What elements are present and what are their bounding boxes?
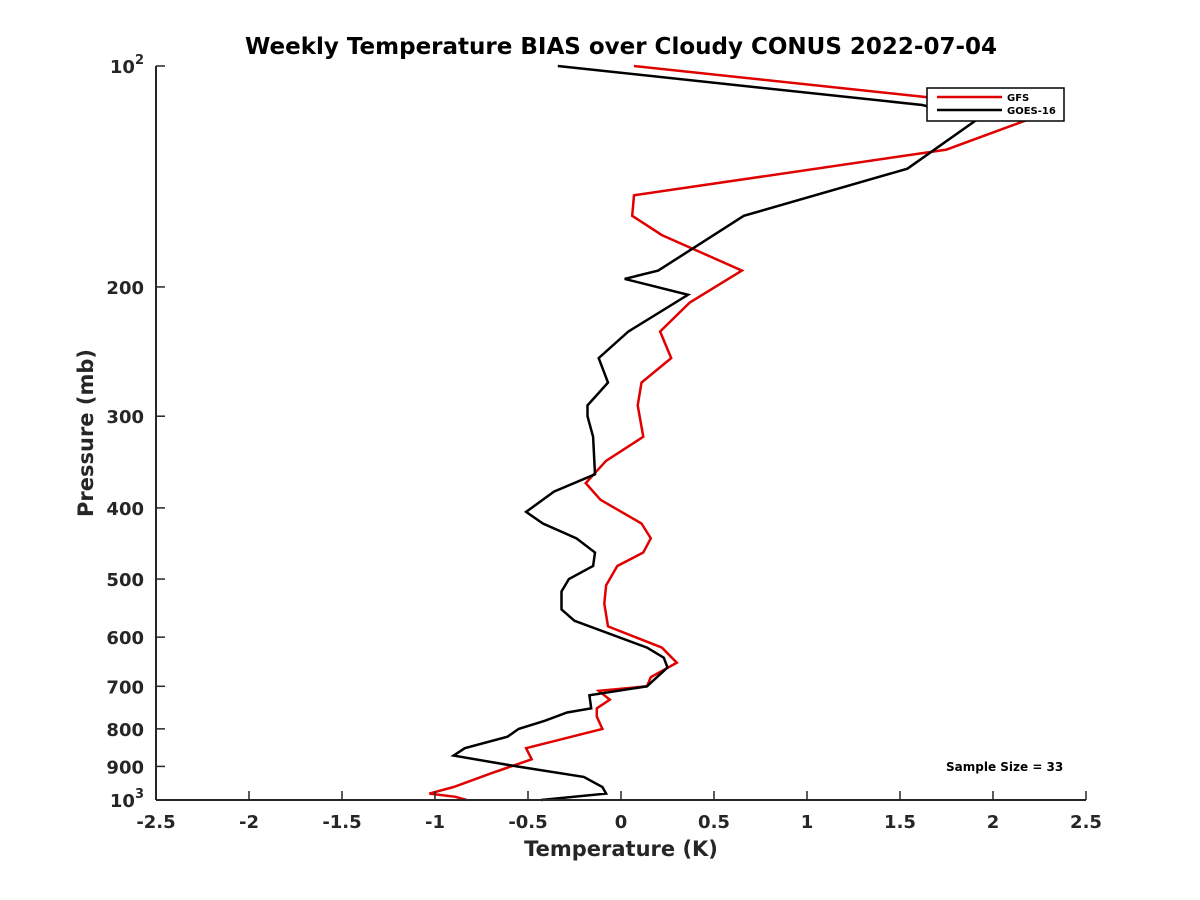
legend-box <box>926 87 1065 122</box>
y-tick-label: 102 <box>110 53 144 78</box>
x-tick-label: -2.5 <box>136 812 175 833</box>
legend-label-gfs: GFS <box>1007 93 1029 104</box>
x-tick-label: -0.5 <box>508 812 547 833</box>
x-tick-label: -2 <box>239 812 259 833</box>
y-ticks: 102 200 300 400 500 600 700 800 900 103 <box>106 53 165 812</box>
x-axis-label: Temperature (K) <box>524 837 718 861</box>
x-tick-label: -1.5 <box>322 812 361 833</box>
y-tick-label: 900 <box>106 757 144 778</box>
series-layer <box>429 64 1053 802</box>
y-tick-label: 600 <box>106 628 144 649</box>
y-tick-label: 300 <box>106 407 144 428</box>
x-tick-label: -1 <box>425 812 445 833</box>
x-tick-label: 1.5 <box>884 812 916 833</box>
series-line-gfs <box>429 64 1053 802</box>
chart-title: Weekly Temperature BIAS over Cloudy CONU… <box>245 34 997 60</box>
y-tick-label: 700 <box>106 677 144 698</box>
x-tick-label: 1 <box>801 812 814 833</box>
x-tick-label: 2 <box>987 812 1000 833</box>
x-tick-label: 2.5 <box>1070 812 1102 833</box>
series-line-goes-16 <box>450 64 982 802</box>
y-axis-label: Pressure (mb) <box>74 349 98 517</box>
x-ticks: -2.5 -2 -1.5 -1 -0.5 0 0.5 1 1.5 2 2.5 <box>136 791 1102 833</box>
legend-label-goes16: GOES-16 <box>1007 106 1056 117</box>
x-tick-label: 0 <box>615 812 628 833</box>
y-tick-label: 103 <box>110 787 144 812</box>
x-tick-label: 0.5 <box>698 812 730 833</box>
legend: GFS GOES-16 <box>926 87 1065 122</box>
y-tick-label: 400 <box>106 499 144 520</box>
y-tick-label: 800 <box>106 720 144 741</box>
y-tick-label: 500 <box>106 570 144 591</box>
y-tick-label: 200 <box>106 278 144 299</box>
sample-size-annotation: Sample Size = 33 <box>946 760 1063 774</box>
